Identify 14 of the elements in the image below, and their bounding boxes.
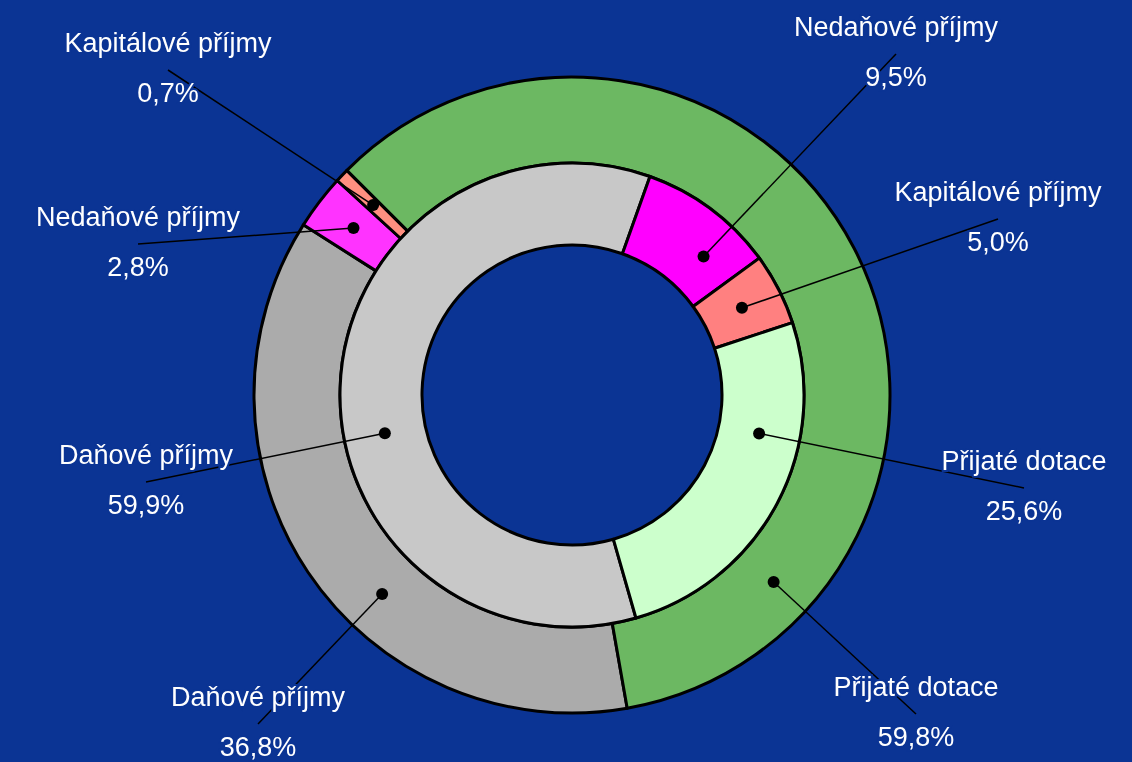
- slice-label: Daňové příjmy: [58, 440, 234, 470]
- data-label: 9,5%: [865, 62, 927, 92]
- data-label: 25,6%: [985, 496, 1063, 526]
- data-label: 0,7%: [137, 78, 199, 108]
- slice-label: Nedaňové příjmy: [35, 202, 241, 232]
- category-label: Nedaňové příjmy: [793, 12, 999, 42]
- slice-label: Přijaté dotace: [941, 446, 1107, 476]
- data-label: 59,8%: [877, 722, 955, 752]
- data-label: 59,9%: [107, 490, 185, 520]
- slice-label: Kapitálové příjmy: [64, 28, 273, 58]
- data-label: 2,8%: [107, 252, 169, 282]
- data-label: 5,0%: [967, 227, 1029, 257]
- category-label: Kapitálové příjmy: [894, 177, 1102, 207]
- data-label: 36,8%: [219, 732, 297, 762]
